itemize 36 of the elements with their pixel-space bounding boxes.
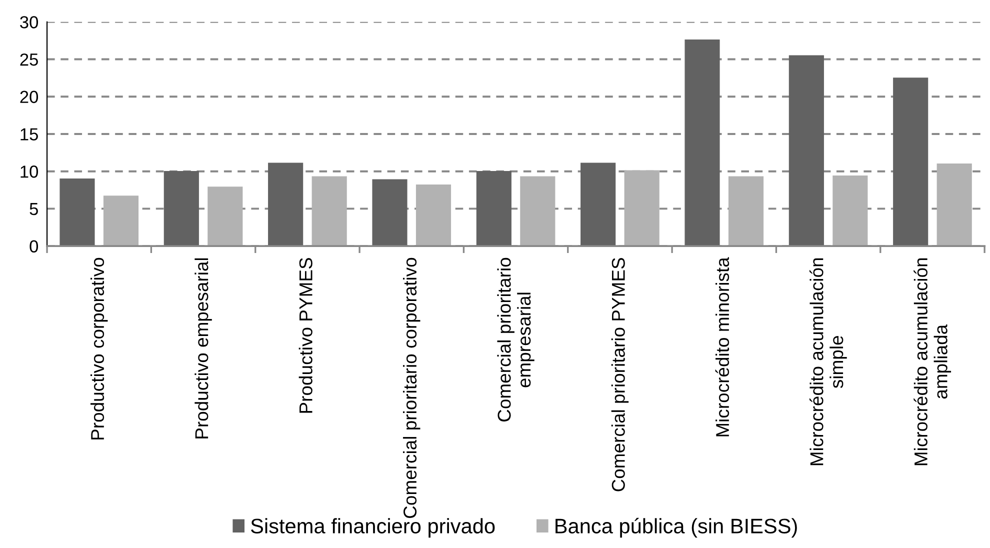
- x-tick-label: Comercial prioritario PYMES: [611, 258, 629, 492]
- x-tick-label: Comercial prioritario empresarial: [497, 258, 534, 422]
- bar: [60, 178, 95, 246]
- y-tick-label: 30: [20, 16, 38, 28]
- bar: [580, 162, 616, 246]
- bar: [164, 170, 199, 246]
- x-tick-label: Microcrédito minorista: [715, 257, 730, 436]
- bar: [520, 176, 556, 246]
- x-tick-label: Microcrédito acumulación ampliada: [914, 258, 952, 466]
- y-tick-label: 0: [30, 240, 38, 253]
- y-tick-label: 15: [20, 128, 38, 140]
- bar: [416, 184, 452, 246]
- bar: [312, 176, 347, 246]
- x-tick-label: Microcrédito acumulación simple: [810, 258, 847, 466]
- bar: [788, 55, 824, 246]
- y-tick-label: 10: [20, 166, 38, 178]
- bar: [103, 196, 139, 246]
- legend-label: Sistema financiero privado: [251, 518, 495, 538]
- bar: [684, 40, 720, 246]
- bar: [893, 78, 928, 246]
- x-tick-label: Productivo PYMES: [298, 258, 312, 413]
- bar: [728, 176, 764, 246]
- x-tick-label: Comercial prioritario corporativo: [403, 258, 420, 518]
- bar: [372, 179, 408, 246]
- y-tick-label: 25: [20, 53, 38, 66]
- legend-label: Banca pública (sin BIESS): [556, 518, 797, 538]
- bar: [268, 162, 304, 246]
- x-tick-label: Productivo empesarial: [194, 258, 212, 438]
- bar: [936, 164, 972, 246]
- bar: [208, 186, 243, 246]
- y-tick-label: 20: [20, 90, 38, 104]
- bar: [624, 170, 660, 246]
- y-tick-label: 5: [30, 203, 38, 216]
- x-tick-label: Productivo corporativo: [90, 258, 108, 440]
- bar: [476, 170, 512, 246]
- bar: [832, 175, 868, 246]
